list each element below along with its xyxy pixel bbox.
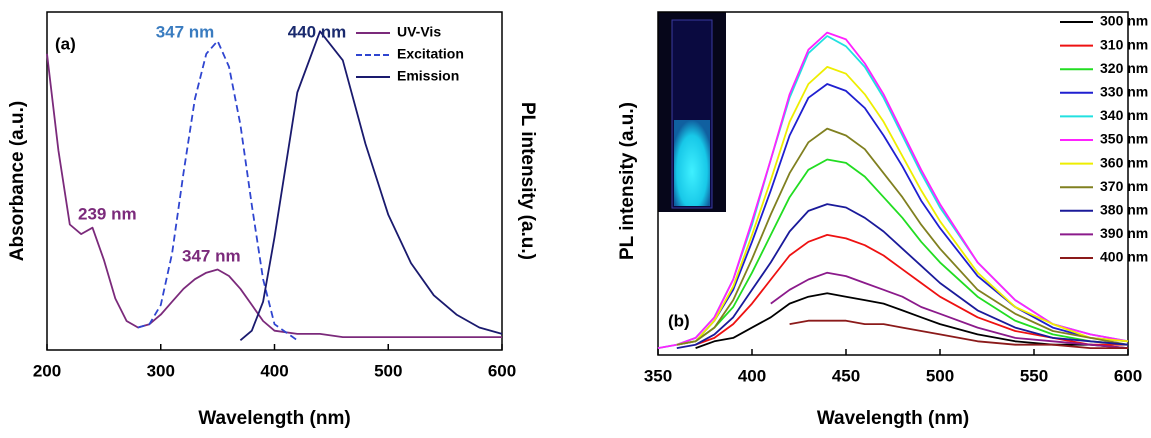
x-tick-label: 600	[488, 361, 516, 380]
series-line	[46, 53, 502, 338]
series-line	[789, 319, 1128, 349]
annotation: 239 nm	[78, 204, 137, 223]
legend-label: 360 nm	[1100, 154, 1148, 170]
cuvette-glow	[674, 120, 710, 206]
y-axis-label: Absorbance (a.u.)	[7, 101, 28, 261]
x-axis-label: Wavelength (nm)	[817, 408, 969, 429]
legend-label: Excitation	[397, 46, 464, 62]
annotation: 347 nm	[182, 246, 241, 265]
legend-label: Emission	[397, 68, 459, 84]
series-line	[137, 40, 298, 342]
legend-label: 330 nm	[1100, 84, 1148, 100]
x-tick-label: 400	[738, 366, 766, 385]
series-line	[676, 203, 1129, 349]
x-tick-label: 300	[147, 361, 175, 380]
annotation: 347 nm	[156, 22, 215, 41]
series-line	[676, 66, 1129, 346]
series-line	[657, 35, 1129, 349]
series-line	[676, 127, 1129, 346]
legend-label: 380 nm	[1100, 202, 1148, 218]
legend-label: 340 nm	[1100, 107, 1148, 123]
x-tick-label: 400	[260, 361, 288, 380]
y-axis-label: PL intensity (a.u.)	[617, 102, 638, 260]
x-tick-label: 200	[33, 361, 61, 380]
x-tick-label: 350	[644, 366, 672, 385]
series-line	[676, 158, 1129, 346]
annotation: (a)	[55, 34, 76, 53]
x-tick-label: 500	[374, 361, 402, 380]
legend-label: 320 nm	[1100, 60, 1148, 76]
series-line	[695, 292, 1129, 349]
legend-label: 400 nm	[1100, 249, 1148, 265]
series-line	[770, 271, 1129, 349]
series-line	[695, 234, 1128, 346]
legend-label: 310 nm	[1100, 36, 1148, 52]
legend-label: 300 nm	[1100, 13, 1148, 29]
x-tick-label: 500	[926, 366, 954, 385]
annotation: (b)	[668, 311, 690, 330]
legend-label: 390 nm	[1100, 225, 1148, 241]
legend-label: 350 nm	[1100, 131, 1148, 147]
x-tick-label: 450	[832, 366, 860, 385]
plot-frame	[657, 11, 1129, 356]
annotation: 440 nm	[288, 22, 347, 41]
series-line	[657, 31, 1129, 349]
series-line	[676, 83, 1129, 346]
y2-axis-label: PL intensity (a.u.)	[517, 102, 538, 260]
x-tick-label: 600	[1114, 366, 1142, 385]
series-line	[239, 30, 503, 341]
legend-label: 370 nm	[1100, 178, 1148, 194]
x-tick-label: 550	[1020, 366, 1048, 385]
legend-label: UV-Vis	[397, 24, 441, 40]
x-axis-label: Wavelength (nm)	[198, 408, 350, 429]
